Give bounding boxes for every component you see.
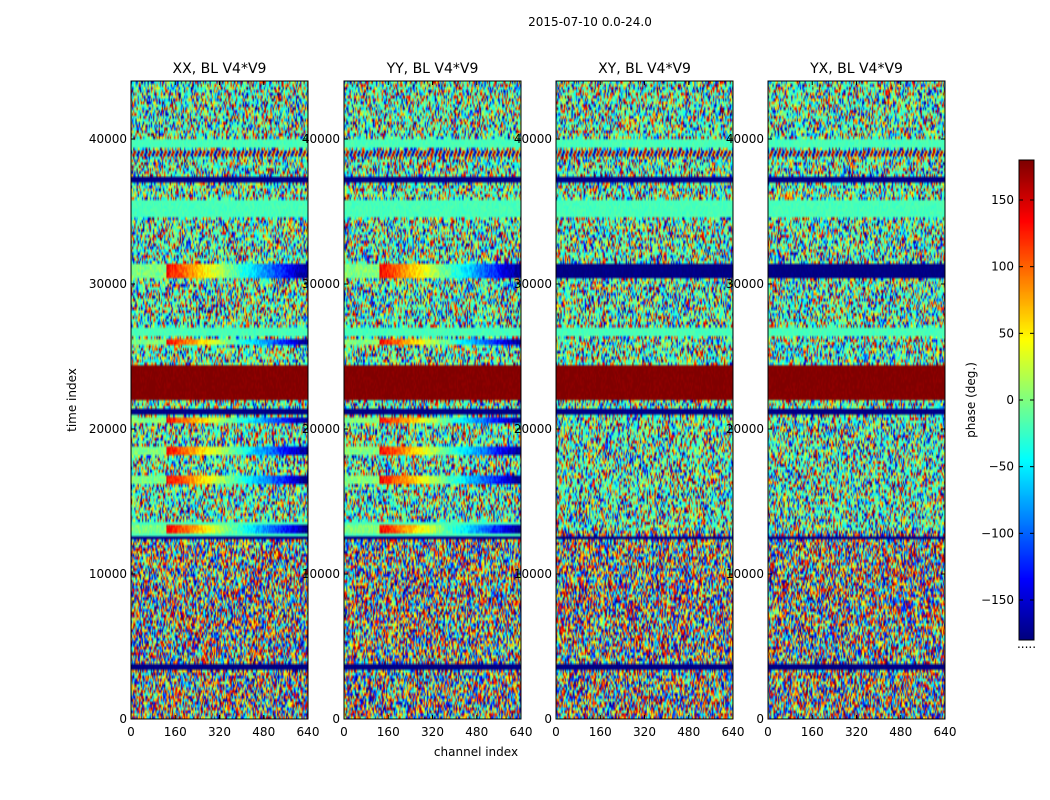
y-tick-label: 20000 — [514, 422, 552, 436]
y-tick-label: 20000 — [302, 422, 340, 436]
y-tick-label: 30000 — [302, 277, 340, 291]
x-tick-label: 480 — [465, 725, 488, 739]
panels-group: XX, BL V4*V9 0 160 320 480 640 0 10000 20000 3000… — [89, 61, 957, 739]
x-tick-label: 480 — [889, 725, 912, 739]
x-tick-label: 640 — [297, 725, 320, 739]
y-tick-label: 0 — [756, 712, 764, 726]
y-tick-label: 10000 — [89, 567, 127, 581]
panel-yy: YY, BL V4*V9 0 160 320 480 640 0 10000 20000 3000… — [302, 61, 533, 739]
panel-title: YX, BL V4*V9 — [809, 61, 903, 77]
x-tick-label: 320 — [421, 725, 444, 739]
x-tick-label: 640 — [934, 725, 957, 739]
x-tick-label: 320 — [845, 725, 868, 739]
x-tick-label: 640 — [722, 725, 745, 739]
y-tick-label: 40000 — [514, 132, 552, 146]
colorbar-label: phase (deg.) — [964, 362, 978, 438]
y-tick-label: 30000 — [89, 277, 127, 291]
panel-title: YY, BL V4*V9 — [386, 61, 479, 77]
colorbar-offset-text: ..... — [1017, 637, 1036, 651]
colorbar-tick-label: −100 — [981, 526, 1014, 540]
x-tick-label: 160 — [377, 725, 400, 739]
y-tick-label: 10000 — [514, 567, 552, 581]
panel-yx: YX, BL V4*V9 0 160 320 480 640 0 10000 20000 3000… — [726, 61, 957, 739]
colorbar-tick-label: 150 — [991, 193, 1014, 207]
panel-title: XY, BL V4*V9 — [598, 61, 691, 77]
y-tick-label: 40000 — [89, 132, 127, 146]
figure-title: 2015-07-10 0.0-24.0 — [528, 15, 652, 29]
colorbar-gradient — [1019, 160, 1034, 640]
x-axis-label: channel index — [434, 745, 518, 759]
y-tick-label: 40000 — [726, 132, 764, 146]
y-tick-label: 20000 — [726, 422, 764, 436]
panel-title: XX, BL V4*V9 — [173, 61, 267, 77]
y-tick-label: 0 — [544, 712, 552, 726]
x-tick-label: 0 — [127, 725, 135, 739]
colorbar-tick-label: 0 — [1006, 393, 1014, 407]
y-axis-label: time index — [65, 368, 79, 432]
y-tick-label: 40000 — [302, 132, 340, 146]
x-tick-label: 320 — [633, 725, 656, 739]
heatmap-xx — [131, 81, 308, 719]
x-tick-label: 640 — [510, 725, 533, 739]
x-tick-label: 480 — [677, 725, 700, 739]
panel-xx: XX, BL V4*V9 0 160 320 480 640 0 10000 20000 3000… — [89, 61, 320, 739]
x-tick-label: 0 — [340, 725, 348, 739]
y-tick-label: 20000 — [89, 422, 127, 436]
y-tick-label: 30000 — [514, 277, 552, 291]
x-tick-label: 160 — [164, 725, 187, 739]
panel-xy: XY, BL V4*V9 0 160 320 480 640 0 10000 20000 3000… — [514, 61, 745, 739]
x-tick-label: 0 — [764, 725, 772, 739]
colorbar-tick-label: 50 — [999, 326, 1014, 340]
heatmap-yx — [768, 81, 945, 719]
x-tick-label: 480 — [252, 725, 275, 739]
colorbar-tick-label: −50 — [989, 460, 1014, 474]
x-tick-label: 160 — [589, 725, 612, 739]
colorbar-tick-label: −150 — [981, 593, 1014, 607]
y-tick-label: 10000 — [726, 567, 764, 581]
y-tick-label: 10000 — [302, 567, 340, 581]
x-tick-label: 320 — [208, 725, 231, 739]
y-tick-label: 30000 — [726, 277, 764, 291]
y-tick-label: 0 — [119, 712, 127, 726]
heatmap-xy — [556, 81, 733, 719]
y-tick-label: 0 — [332, 712, 340, 726]
colorbar-tick-label: 100 — [991, 260, 1014, 274]
x-tick-label: 160 — [801, 725, 824, 739]
heatmap-yy — [344, 81, 521, 719]
x-tick-label: 0 — [552, 725, 560, 739]
colorbar: −150 −100 −50 0 50 100 150..... — [981, 159, 1036, 651]
